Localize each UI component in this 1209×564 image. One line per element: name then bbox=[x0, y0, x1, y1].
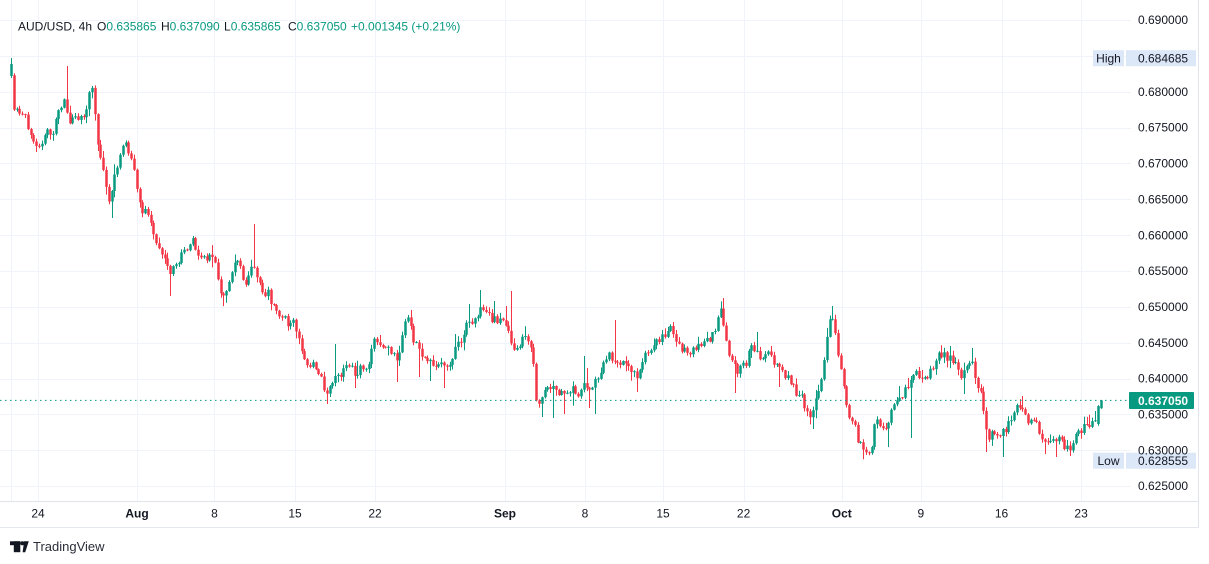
svg-text:TradingView: TradingView bbox=[33, 539, 105, 554]
svg-text:C0.637050: C0.637050 bbox=[288, 20, 347, 34]
svg-text:0.635000: 0.635000 bbox=[1138, 408, 1188, 422]
svg-text:23: 23 bbox=[1074, 507, 1088, 521]
svg-text:0.640000: 0.640000 bbox=[1138, 372, 1188, 386]
svg-text:0.637050: 0.637050 bbox=[1138, 394, 1188, 408]
svg-text:0.650000: 0.650000 bbox=[1138, 300, 1188, 314]
svg-text:16: 16 bbox=[995, 507, 1009, 521]
svg-text:22: 22 bbox=[368, 507, 382, 521]
svg-text:0.684685: 0.684685 bbox=[1138, 51, 1188, 65]
svg-text:Low: Low bbox=[1097, 454, 1119, 468]
svg-text:0.645000: 0.645000 bbox=[1138, 336, 1188, 350]
svg-text:15: 15 bbox=[288, 507, 302, 521]
svg-text:0.675000: 0.675000 bbox=[1138, 121, 1188, 135]
svg-text:0.655000: 0.655000 bbox=[1138, 264, 1188, 278]
svg-text:0.660000: 0.660000 bbox=[1138, 228, 1188, 242]
svg-text:22: 22 bbox=[737, 507, 751, 521]
svg-text:0.625000: 0.625000 bbox=[1138, 479, 1188, 493]
svg-text:15: 15 bbox=[656, 507, 670, 521]
svg-text:24: 24 bbox=[31, 507, 45, 521]
svg-text:8: 8 bbox=[211, 507, 218, 521]
svg-text:0.630000: 0.630000 bbox=[1138, 443, 1188, 457]
svg-text:Sep: Sep bbox=[494, 507, 516, 521]
svg-text:O0.635865: O0.635865 bbox=[97, 20, 157, 34]
svg-text:0.690000: 0.690000 bbox=[1138, 13, 1188, 27]
svg-text:AUD/USD, 4h: AUD/USD, 4h bbox=[18, 20, 92, 34]
svg-text:0.680000: 0.680000 bbox=[1138, 85, 1188, 99]
svg-text:0.628555: 0.628555 bbox=[1138, 454, 1188, 468]
svg-text:Aug: Aug bbox=[125, 507, 148, 521]
svg-text:Oct: Oct bbox=[832, 507, 852, 521]
svg-text:L0.635865: L0.635865 bbox=[224, 20, 281, 34]
svg-text:High: High bbox=[1096, 51, 1121, 65]
svg-text:9: 9 bbox=[918, 507, 925, 521]
svg-text:0.665000: 0.665000 bbox=[1138, 192, 1188, 206]
svg-text:0.670000: 0.670000 bbox=[1138, 157, 1188, 171]
svg-text:+0.001345 (+0.21%): +0.001345 (+0.21%) bbox=[351, 20, 460, 34]
svg-text:8: 8 bbox=[582, 507, 589, 521]
svg-text:H0.637090: H0.637090 bbox=[161, 20, 220, 34]
